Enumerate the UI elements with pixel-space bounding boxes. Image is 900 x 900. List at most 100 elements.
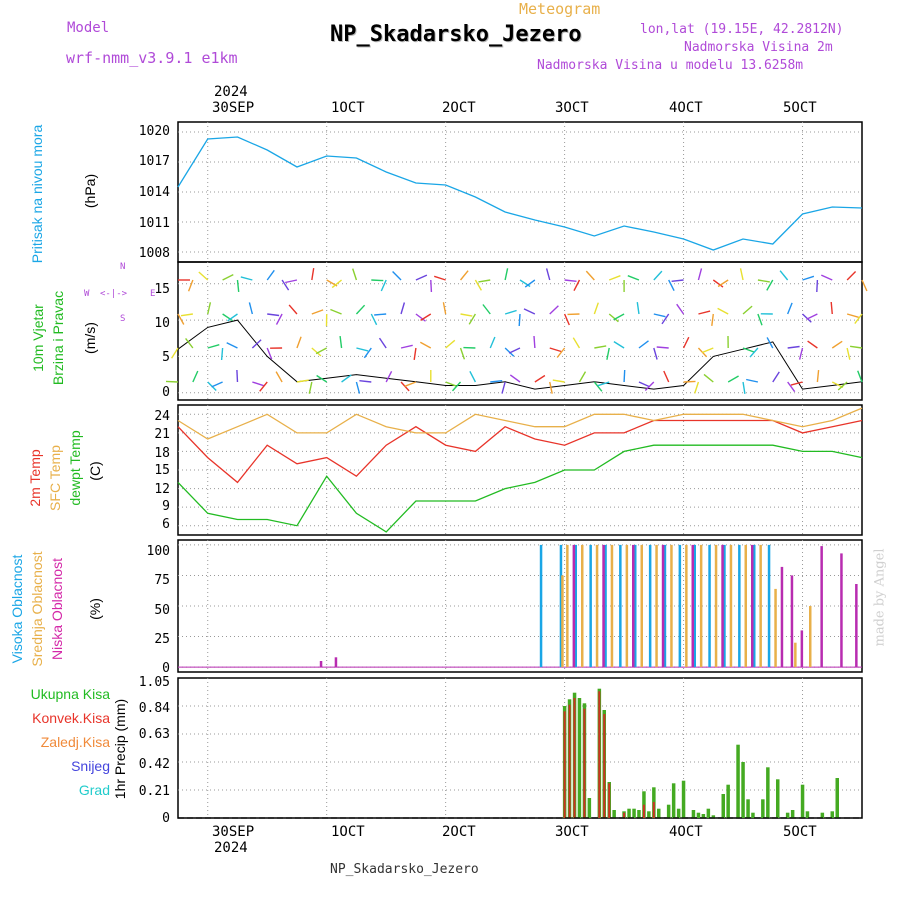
wind-barb [790, 381, 803, 386]
wind-barb [296, 336, 302, 349]
precip-tick-label: 1.05 [139, 675, 170, 690]
cloud-bar [774, 588, 777, 668]
cloud-bar [640, 544, 643, 668]
cloud-bar [632, 544, 635, 668]
model-altitude-label: Nadmorska Visina u modelu 13.6258m [537, 58, 804, 73]
wind-barb [355, 304, 366, 315]
precip-bar [568, 704, 571, 818]
wind-barb [356, 347, 369, 352]
wind-barb [459, 270, 469, 281]
wind-barb [236, 369, 239, 383]
wind-barb [717, 279, 729, 288]
pressure-tick-label: 1020 [139, 124, 170, 139]
precip-bar [805, 811, 810, 818]
temp-line-2 [177, 444, 863, 533]
wind-barb [534, 374, 546, 383]
precip-bar [623, 812, 626, 818]
cloud-bar [595, 544, 599, 668]
bottom-tick-label: 30SEP [212, 824, 255, 840]
cloud-bar [670, 544, 673, 668]
precip-bar [761, 799, 765, 818]
legend-grad: Grad [78, 782, 110, 798]
cloud-bar [561, 575, 564, 668]
precip-bar [681, 780, 686, 818]
cloud-bar [589, 544, 592, 668]
precip-bar [652, 802, 655, 818]
wind-barb [482, 304, 491, 315]
cloud-bar [648, 544, 652, 668]
wind-barb [653, 313, 666, 318]
wind-barb [501, 381, 506, 394]
wind-barb [556, 347, 566, 358]
wind-barb [275, 313, 283, 325]
wind-barb [682, 336, 690, 349]
wind-barb [739, 268, 744, 281]
wind-barb [608, 275, 621, 281]
cloud-bar [574, 544, 577, 668]
cloud-bar [714, 544, 718, 668]
wind-barb [359, 380, 372, 383]
wind-barb [644, 381, 655, 391]
wind-barb [746, 378, 759, 383]
cloud-bar [655, 544, 658, 668]
cloud-bar [678, 544, 682, 668]
precip-bar [647, 811, 651, 818]
wind-barb [772, 371, 780, 383]
temp-tick-label: 15 [154, 463, 170, 478]
model-label: Model [67, 20, 110, 36]
wind-barb [701, 347, 714, 354]
wind-barb [846, 313, 859, 318]
cloud-tick-label: 75 [154, 573, 170, 588]
wind-barb [281, 279, 290, 291]
wind-barb [469, 370, 477, 383]
temp-frame [177, 404, 863, 536]
wind-barb [248, 302, 254, 315]
wind-tick-label: 5 [162, 350, 170, 365]
precip-bar [741, 762, 745, 818]
wind-barb [578, 371, 587, 383]
footer-title: NP_Skadarsko_Jezero [330, 862, 479, 877]
wind-barb [363, 347, 372, 359]
wind-barb [311, 347, 322, 357]
wind-barb [787, 302, 793, 315]
precip-bar [785, 812, 790, 818]
wind-barb [415, 313, 426, 322]
precip-bar [800, 784, 805, 818]
precip-bar [577, 698, 582, 818]
wind-barb [572, 337, 581, 349]
wind-barb [352, 268, 358, 281]
wind-barb [564, 279, 577, 282]
precip-bar [835, 778, 839, 818]
wind-barb [597, 381, 610, 387]
cloud-bar [729, 544, 733, 668]
altitude-label: Nadmorska Visina 2m [684, 40, 833, 55]
precip-bar [563, 711, 566, 818]
precip-bar [721, 794, 725, 818]
precip-frame [177, 677, 863, 819]
cloud-bar [610, 544, 614, 668]
wind-barb [545, 268, 551, 281]
precip-legend: Ukupna Kisa Konvek.Kisa Zaledj.Kisa Snij… [0, 686, 110, 806]
compass-e: E [150, 289, 156, 299]
wind-barb [222, 313, 233, 322]
wind-barb [430, 279, 433, 293]
cloud-bar [820, 546, 823, 668]
wind-barb [766, 279, 774, 291]
precip-bar [746, 799, 750, 818]
wind-barb [627, 275, 640, 281]
wind-barb [490, 380, 503, 383]
cloud-bar [559, 544, 563, 668]
cloud-bar [604, 544, 607, 668]
precip-bar [612, 810, 616, 818]
wind-barb [220, 347, 224, 361]
wind-barb [171, 347, 179, 359]
precip-tick-label: 0.84 [139, 701, 170, 716]
wind-barb [251, 339, 262, 349]
meteogram-label: Meteogram [519, 0, 601, 18]
temp-tick-label: 6 [162, 517, 170, 532]
wind-barb [636, 302, 640, 315]
precip-tick-label: 0.21 [139, 784, 170, 799]
precip-tick-label: 0 [162, 811, 170, 826]
bottom-tick-label: 2OCT [442, 824, 476, 840]
cloud-bar [663, 544, 667, 668]
